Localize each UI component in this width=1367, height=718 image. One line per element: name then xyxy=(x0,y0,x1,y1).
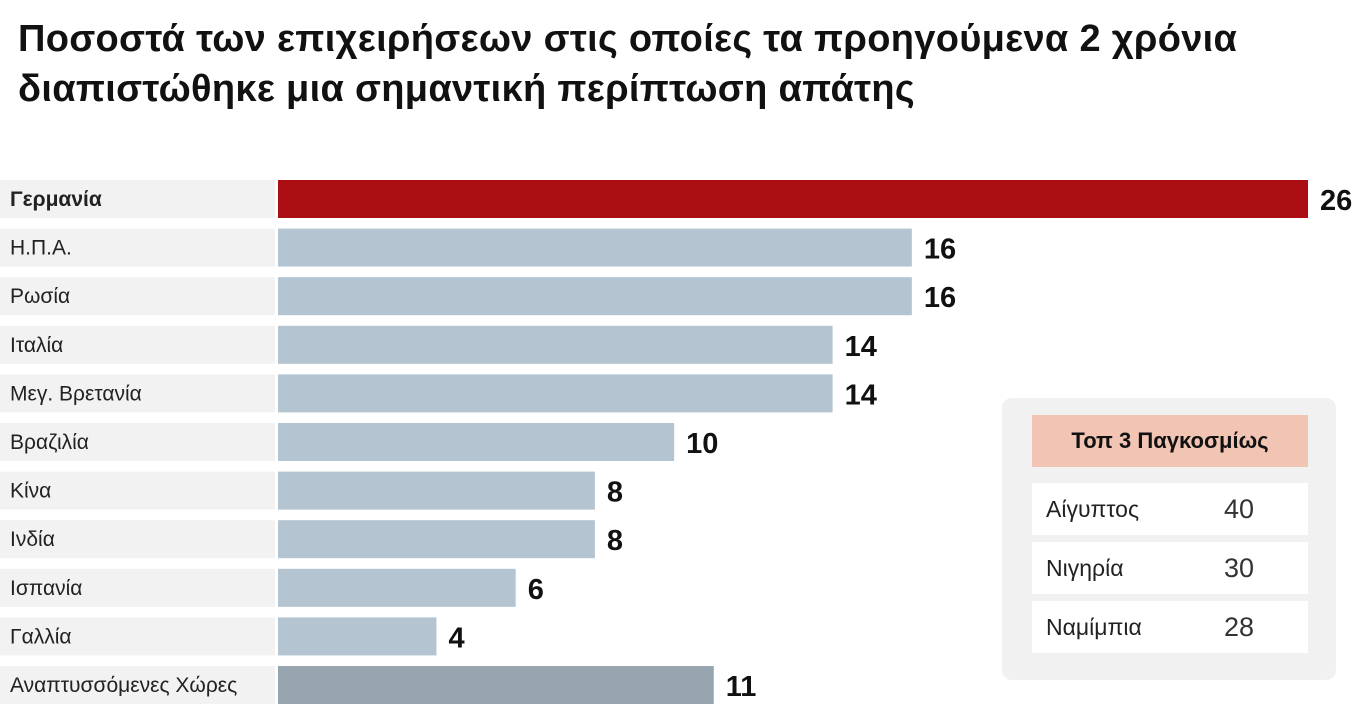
top3-value: 28 xyxy=(1224,611,1255,642)
top3-country: Αίγυπτος xyxy=(1046,495,1140,522)
data-label: 14 xyxy=(845,379,877,411)
label-strip xyxy=(0,180,275,218)
category-label: Ισπανία xyxy=(10,577,82,600)
category-label: Κίνα xyxy=(10,480,51,503)
bar-10 xyxy=(278,666,714,704)
category-label: Αναπτυσσόμενες Χώρες xyxy=(10,674,237,697)
category-label: Ρωσία xyxy=(10,285,70,308)
top3-row: Νιγηρία 30 xyxy=(1032,542,1308,594)
bar-4 xyxy=(278,374,833,413)
data-label: 4 xyxy=(448,622,464,654)
top3-value: 30 xyxy=(1224,552,1255,583)
top3-row: Αίγυπτος 40 xyxy=(1032,483,1308,535)
top3-country: Νιγηρία xyxy=(1046,554,1124,581)
chart-title: Ποσοστά των επιχειρήσεων στις οποίες τα … xyxy=(18,18,1238,110)
top3-row: Ναμίμπια 28 xyxy=(1032,601,1308,653)
label-strip xyxy=(0,568,275,607)
data-label: 26 xyxy=(1320,185,1352,217)
data-label: 8 xyxy=(607,525,623,557)
label-strip xyxy=(0,277,275,316)
category-label: Ινδία xyxy=(10,528,55,551)
top3-header: Τοπ 3 Παγκοσμίως xyxy=(1032,415,1308,467)
data-label: 16 xyxy=(924,234,956,266)
category-label: Γερμανία xyxy=(10,188,102,211)
category-label: Ιταλία xyxy=(10,334,63,357)
label-strip xyxy=(0,228,275,267)
category-label: Μεγ. Βρετανία xyxy=(10,382,142,405)
label-strip xyxy=(0,325,275,364)
label-strip xyxy=(0,471,275,510)
label-strip xyxy=(0,617,275,656)
data-label: 14 xyxy=(845,331,877,363)
bar-6 xyxy=(278,471,595,510)
label-strip xyxy=(0,374,275,413)
bar-3 xyxy=(278,325,833,364)
category-label: Βραζιλία xyxy=(10,431,89,454)
top3-panel: Τοπ 3 Παγκοσμίως Αίγυπτος 40 Νιγηρία 30 … xyxy=(1002,398,1336,680)
bar-7 xyxy=(278,520,595,559)
label-strip xyxy=(0,520,275,559)
data-label: 8 xyxy=(607,477,623,509)
label-strip xyxy=(0,666,275,704)
bar-9 xyxy=(278,617,437,656)
top3-country: Ναμίμπια xyxy=(1046,613,1142,640)
label-strip xyxy=(0,423,275,461)
category-label: Γαλλία xyxy=(10,625,72,648)
bar-8 xyxy=(278,568,516,607)
data-label: 6 xyxy=(528,574,544,606)
bar-1 xyxy=(278,228,912,267)
bar-2 xyxy=(278,277,912,316)
bar-0 xyxy=(278,180,1308,218)
bar-5 xyxy=(278,423,675,461)
category-label: Η.Π.Α. xyxy=(10,237,72,260)
data-label: 10 xyxy=(686,428,718,460)
data-label: 11 xyxy=(726,671,757,703)
data-label: 16 xyxy=(924,282,956,314)
top3-value: 40 xyxy=(1224,493,1255,524)
